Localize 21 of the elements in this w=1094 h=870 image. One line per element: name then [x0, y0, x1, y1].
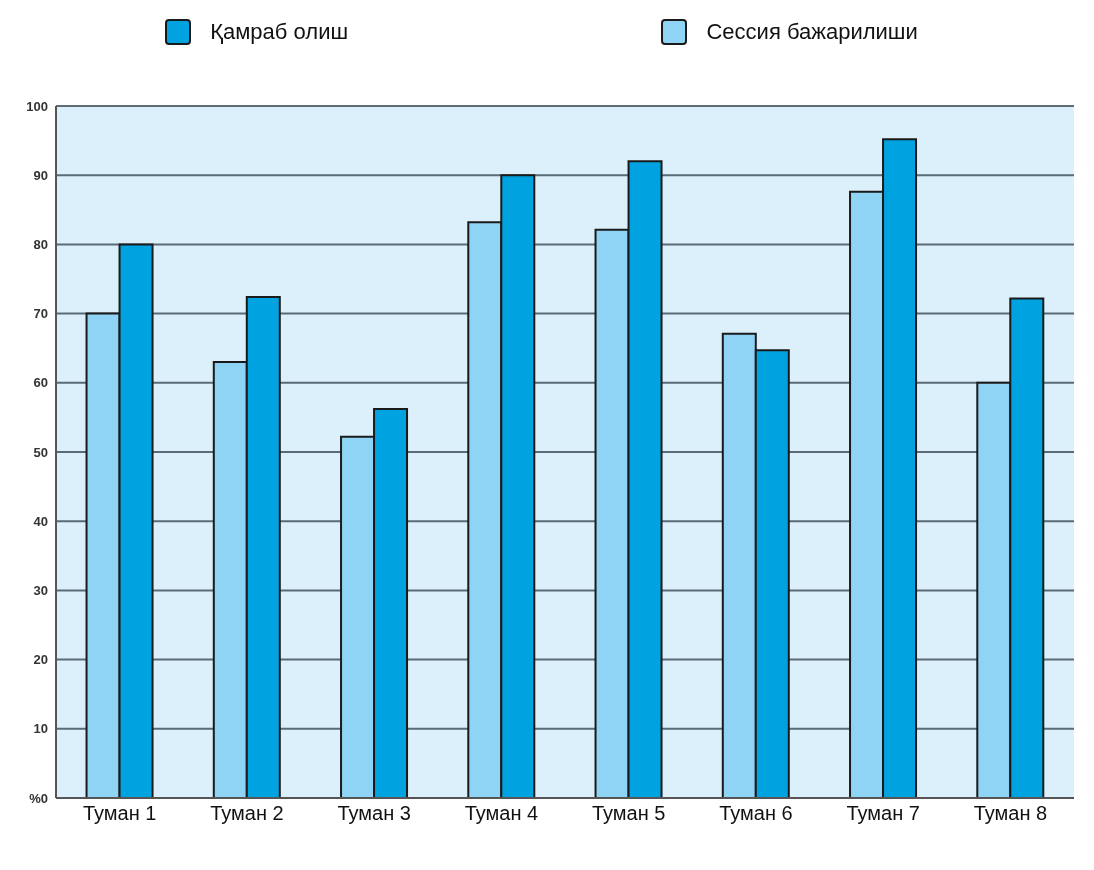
legend-label: Қамраб олиш [209, 18, 349, 46]
y-tick-label: 10 [33, 721, 48, 737]
x-tick-label: Туман 7 [846, 802, 920, 825]
y-tick-label: 70 [33, 306, 48, 322]
y-tick-label: %0 [29, 790, 48, 806]
x-tick-label: Туман 2 [210, 802, 284, 825]
y-tick-label: 80 [33, 237, 48, 253]
y-tick-label: 60 [33, 375, 48, 391]
y-tick-label: 30 [33, 583, 48, 599]
legend-label: Сессия бажарилиши [705, 18, 918, 46]
y-tick-label: 40 [33, 513, 48, 529]
y-tick-label: 100 [26, 98, 48, 114]
y-tick-label: 90 [33, 167, 48, 183]
x-tick-label: Туман 6 [719, 802, 793, 825]
x-tick-label: Туман 4 [464, 802, 539, 825]
x-tick-label: Туман 3 [337, 802, 411, 825]
y-tick-label: 20 [33, 652, 48, 668]
x-tick-label: Туман 1 [82, 802, 157, 825]
x-tick-label: Туман 8 [973, 802, 1048, 825]
y-tick-label: 50 [33, 444, 48, 460]
x-tick-label: Туман 5 [591, 802, 666, 825]
